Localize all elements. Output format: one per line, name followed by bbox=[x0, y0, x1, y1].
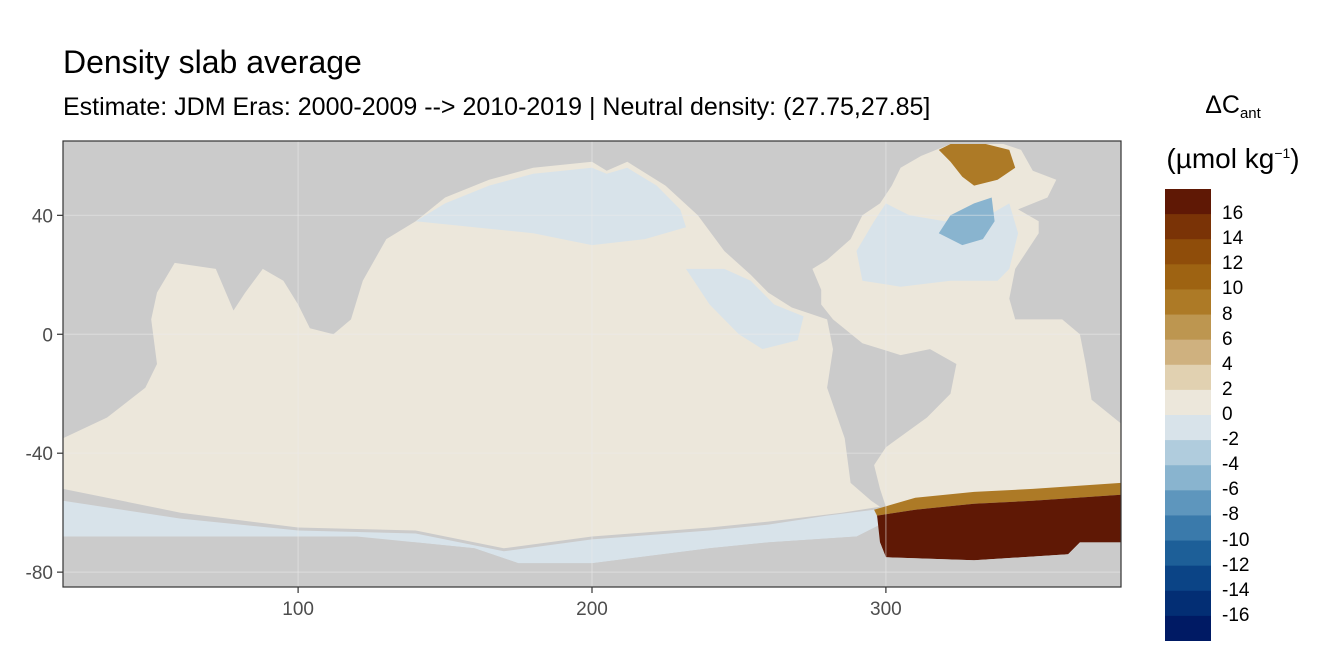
legend-swatch bbox=[1165, 289, 1211, 316]
legend-label: 10 bbox=[1222, 278, 1244, 300]
land-antarctica bbox=[63, 536, 1121, 587]
region-western-north-atlantic bbox=[938, 197, 995, 246]
legend-swatch bbox=[1165, 264, 1211, 291]
legend-swatch bbox=[1165, 440, 1211, 466]
legend-label: 2 bbox=[1222, 378, 1233, 400]
legend-swatch bbox=[1165, 314, 1211, 341]
legend-swatch bbox=[1165, 565, 1211, 592]
legend-swatch bbox=[1165, 540, 1211, 567]
legend-label: 14 bbox=[1222, 228, 1244, 250]
legend-label: 0 bbox=[1222, 404, 1233, 425]
legend-title-line2: (µmol kg−1) bbox=[1166, 143, 1300, 174]
region-weddell-sea bbox=[877, 494, 1121, 561]
y-tick-label: -80 bbox=[26, 563, 53, 584]
region-north-pacific bbox=[415, 167, 686, 246]
x-tick-label: 200 bbox=[576, 599, 608, 620]
legend-swatch bbox=[1165, 615, 1211, 641]
legend-colorbar bbox=[1165, 189, 1211, 641]
legend-swatch bbox=[1165, 515, 1211, 542]
x-tick-label: 100 bbox=[282, 599, 314, 620]
legend-swatch bbox=[1165, 364, 1211, 391]
legend-swatch bbox=[1165, 239, 1211, 265]
y-tick-label: 0 bbox=[42, 325, 53, 346]
legend-swatch bbox=[1165, 189, 1211, 215]
legend-label: 8 bbox=[1222, 303, 1233, 325]
legend-label: 4 bbox=[1222, 353, 1233, 375]
legend-swatch bbox=[1165, 490, 1211, 517]
x-tick-label: 300 bbox=[870, 599, 902, 620]
legend-label: -10 bbox=[1222, 529, 1250, 551]
legend-label: -16 bbox=[1222, 604, 1250, 626]
legend-swatch bbox=[1165, 339, 1211, 366]
legend-swatch bbox=[1165, 465, 1211, 491]
legend-title-line1: ΔCant bbox=[1205, 91, 1261, 122]
ocean-pacific-indian bbox=[63, 161, 880, 549]
plot-title: Density slab average bbox=[63, 44, 362, 80]
plot-subtitle: Estimate: JDM Eras: 2000-2009 --> 2010-2… bbox=[63, 93, 931, 121]
y-tick-label: 40 bbox=[32, 206, 53, 227]
region-labrador-sea bbox=[938, 144, 1016, 186]
legend-label: 12 bbox=[1222, 253, 1244, 275]
region-weddell-front bbox=[874, 482, 1121, 516]
legend-label: -6 bbox=[1222, 479, 1239, 501]
region-eastern-pacific bbox=[686, 268, 804, 350]
legend-label: -14 bbox=[1222, 579, 1250, 601]
legend-label: 6 bbox=[1222, 328, 1233, 350]
y-tick-label: -40 bbox=[26, 444, 53, 465]
legend-label: -2 bbox=[1222, 429, 1239, 451]
region-southern-ocean bbox=[63, 500, 880, 564]
legend-label: -12 bbox=[1222, 554, 1250, 576]
legend-swatch bbox=[1165, 590, 1211, 617]
legend-swatch bbox=[1165, 389, 1211, 416]
legend-swatch bbox=[1165, 415, 1211, 441]
legend-swatch bbox=[1165, 214, 1211, 240]
legend-label: -4 bbox=[1222, 454, 1239, 476]
legend-label: -8 bbox=[1222, 504, 1239, 526]
legend-label: 16 bbox=[1222, 203, 1244, 225]
